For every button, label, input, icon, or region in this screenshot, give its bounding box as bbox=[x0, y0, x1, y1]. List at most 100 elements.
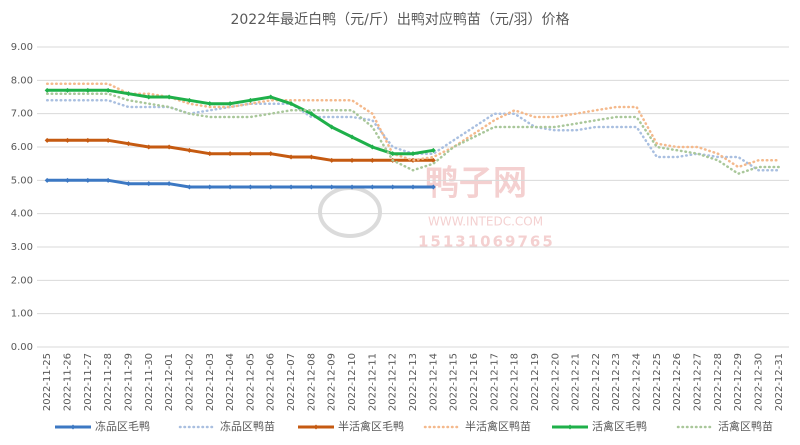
x-tick-label: 2022-11-30 bbox=[144, 353, 155, 411]
point-marker bbox=[166, 144, 172, 150]
legend-label: 活禽区鸭苗 bbox=[718, 419, 773, 433]
x-tick-label: 2022-12-08 bbox=[306, 353, 317, 411]
point-marker bbox=[349, 157, 355, 163]
point-marker bbox=[288, 184, 294, 190]
y-tick-label: 0.00 bbox=[11, 342, 33, 353]
x-tick-label: 2022-12-01 bbox=[164, 353, 175, 411]
point-marker bbox=[268, 151, 274, 157]
x-tick-label: 2022-12-03 bbox=[205, 353, 216, 411]
legend-label: 冻品区鸭苗 bbox=[220, 419, 275, 433]
x-tick-label: 2022-12-09 bbox=[327, 353, 338, 411]
point-marker bbox=[44, 87, 50, 93]
watermark-name: 鸭子网 bbox=[425, 164, 527, 204]
point-marker bbox=[105, 137, 111, 143]
x-tick-label: 2022-12-14 bbox=[428, 353, 439, 411]
x-tick-label: 2022-12-15 bbox=[449, 353, 460, 411]
legend-label: 半活禽区鸭苗 bbox=[465, 419, 531, 433]
y-tick-label: 9.00 bbox=[11, 42, 33, 53]
point-marker bbox=[64, 177, 70, 183]
point-marker bbox=[207, 184, 213, 190]
point-marker bbox=[349, 134, 355, 140]
point-marker bbox=[390, 184, 396, 190]
point-marker bbox=[247, 97, 253, 103]
x-tick-label: 2022-12-07 bbox=[286, 353, 297, 411]
series-line bbox=[47, 178, 434, 189]
legend-item: 半活禽区毛鸭 bbox=[298, 419, 404, 433]
legend-item: 冻品区毛鸭 bbox=[55, 419, 150, 433]
x-tick-label: 2022-12-06 bbox=[266, 353, 277, 411]
point-marker bbox=[186, 147, 192, 153]
point-marker bbox=[308, 184, 314, 190]
watermark-site: WWW.INTEDC.COM bbox=[428, 215, 543, 229]
point-marker bbox=[430, 157, 436, 163]
point-marker bbox=[207, 151, 213, 157]
point-marker bbox=[105, 87, 111, 93]
x-tick-label: 2022-11-29 bbox=[123, 353, 134, 411]
series-line bbox=[47, 88, 434, 156]
x-tick-label: 2022-11-26 bbox=[62, 353, 73, 411]
legend-label: 冻品区毛鸭 bbox=[95, 419, 150, 433]
point-marker bbox=[207, 101, 213, 107]
x-tick-label: 2022-11-28 bbox=[103, 353, 114, 411]
point-marker bbox=[430, 184, 436, 190]
x-tick-label: 2022-12-10 bbox=[347, 353, 358, 411]
chart-title: 2022年最近白鸭（元/斤）出鸭对应鸭苗（元/羽）价格 bbox=[230, 11, 569, 28]
watermark: 鸭子网 WWW.INTEDC.COM 15131069765 bbox=[318, 164, 553, 251]
x-tick-label: 2022-12-13 bbox=[408, 353, 419, 411]
point-marker bbox=[44, 137, 50, 143]
point-marker bbox=[85, 177, 91, 183]
watermark-logo bbox=[318, 186, 382, 238]
x-tick-label: 2022-12-16 bbox=[469, 353, 480, 411]
point-marker bbox=[166, 181, 172, 187]
point-marker bbox=[369, 184, 375, 190]
point-marker bbox=[85, 87, 91, 93]
legend-label: 半活禽区毛鸭 bbox=[338, 419, 404, 433]
legend-item: 半活禽区鸭苗 bbox=[423, 419, 531, 433]
x-tick-label: 2022-11-27 bbox=[83, 353, 94, 411]
legend-item: 活禽区毛鸭 bbox=[552, 419, 647, 433]
x-tick-label: 2022-12-25 bbox=[652, 353, 663, 411]
point-marker bbox=[125, 141, 131, 147]
point-marker bbox=[308, 111, 314, 117]
point-marker bbox=[125, 181, 131, 187]
point-marker bbox=[308, 154, 314, 160]
point-marker bbox=[166, 94, 172, 100]
x-tick-label: 2022-12-05 bbox=[245, 353, 256, 411]
x-tick-label: 2022-12-30 bbox=[754, 353, 765, 411]
point-marker bbox=[64, 87, 70, 93]
point-marker bbox=[288, 154, 294, 160]
x-tick-label: 2022-12-29 bbox=[733, 353, 744, 411]
series-line bbox=[45, 82, 781, 169]
x-tick-label: 2022-12-28 bbox=[713, 353, 724, 411]
point-marker bbox=[146, 144, 152, 150]
point-marker bbox=[369, 157, 375, 163]
legend-marker bbox=[313, 424, 319, 430]
y-tick-label: 5.00 bbox=[11, 175, 33, 186]
point-marker bbox=[247, 184, 253, 190]
point-marker bbox=[390, 151, 396, 157]
point-marker bbox=[247, 151, 253, 157]
x-tick-label: 2022-12-31 bbox=[774, 353, 785, 411]
x-tick-label: 2022-12-12 bbox=[388, 353, 399, 411]
point-marker bbox=[227, 184, 233, 190]
legend-item: 活禽区鸭苗 bbox=[676, 419, 773, 433]
point-marker bbox=[329, 124, 335, 130]
point-marker bbox=[186, 184, 192, 190]
x-tick-label: 2022-12-22 bbox=[591, 353, 602, 411]
legend-marker bbox=[70, 424, 76, 430]
point-marker bbox=[105, 177, 111, 183]
point-marker bbox=[44, 177, 50, 183]
y-tick-label: 6.00 bbox=[11, 142, 33, 153]
y-tick-label: 3.00 bbox=[11, 242, 33, 253]
series-line bbox=[45, 92, 781, 175]
point-marker bbox=[349, 184, 355, 190]
point-marker bbox=[186, 97, 192, 103]
x-tick-label: 2022-12-20 bbox=[550, 353, 561, 411]
point-marker bbox=[288, 101, 294, 107]
x-tick-label: 2022-12-18 bbox=[510, 353, 521, 411]
legend-item: 冻品区鸭苗 bbox=[178, 419, 275, 433]
point-marker bbox=[125, 91, 131, 97]
x-tick-label: 2022-12-19 bbox=[530, 353, 541, 411]
point-marker bbox=[146, 94, 152, 100]
